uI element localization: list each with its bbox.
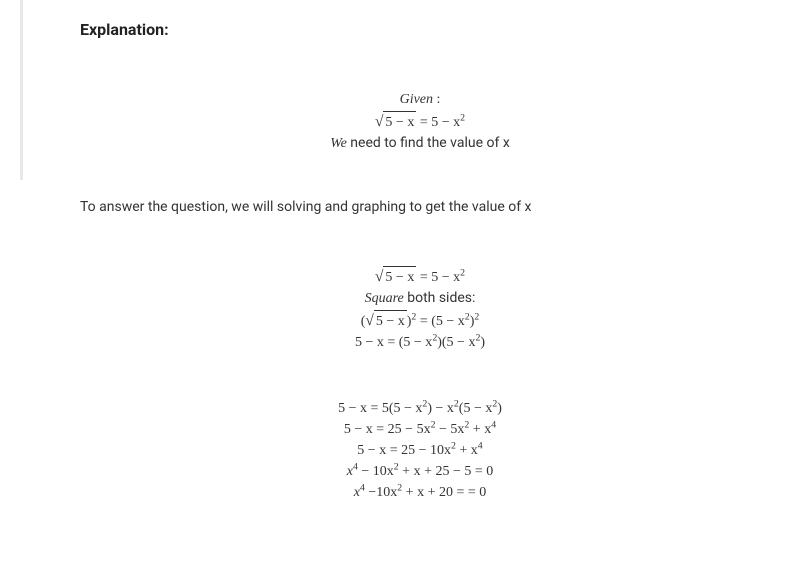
approach-text: To answer the question, we will solving … (80, 199, 760, 215)
equation-rearrange: x4 − 10x2 + x + 25 − 5 = 0 (80, 461, 760, 482)
equation-combine: 5 − x = 25 − 10x2 + x4 (80, 440, 760, 461)
equation-repeat: 5 − x = 5 − x2 (80, 265, 760, 288)
equation-final: x4 −10x2 + x + 20 = = 0 (80, 482, 760, 503)
explanation-heading: Explanation: (80, 20, 760, 39)
equation-expand1: 5 − x = 25 − 5x2 − 5x2 + x4 (80, 419, 760, 440)
equation-distribute: 5 − x = 5(5 − x2) − x2(5 − x2) (80, 398, 760, 419)
given-block: Given : 5 − x = 5 − x2 We need to find t… (80, 89, 760, 154)
given-label: Given (400, 92, 433, 107)
equation-expanded-square: 5 − x = (5 − x2)(5 − x2) (80, 332, 760, 353)
we-label: We (330, 136, 347, 151)
square-label: Square (365, 291, 404, 306)
squaring-block: 5 − x = 5 − x2 Square both sides: (5 − x… (80, 265, 760, 353)
equation-given: 5 − x = 5 − x2 (80, 110, 760, 133)
left-accent-border (20, 0, 23, 180)
expansion-block: 5 − x = 5(5 − x2) − x2(5 − x2) 5 − x = 2… (80, 398, 760, 503)
equation-squared: (5 − x)2 = (5 − x2)2 (80, 309, 760, 332)
